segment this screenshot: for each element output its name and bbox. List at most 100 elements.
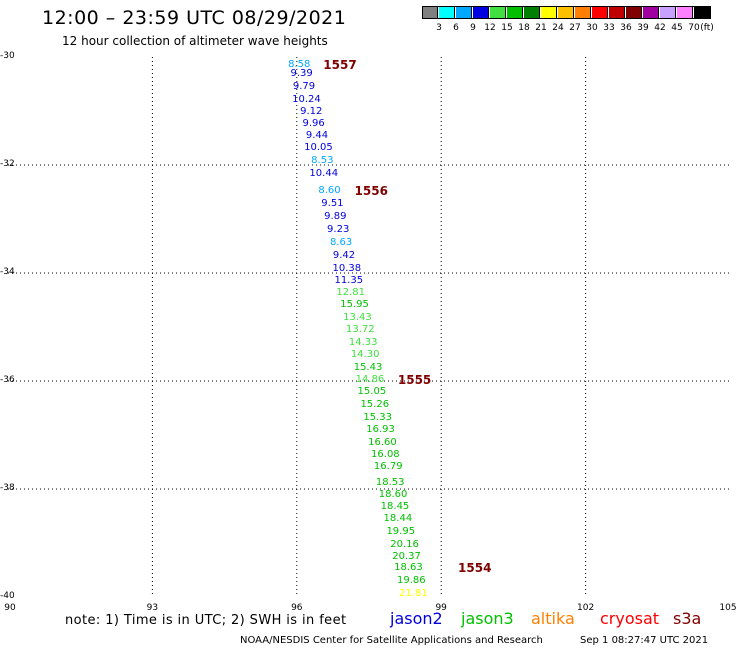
color-scale-label: 42	[654, 23, 666, 33]
color-scale-label: 24	[552, 23, 564, 33]
generated-timestamp: Sep 1 08:27:47 UTC 2021	[580, 635, 709, 646]
mission-legend-item: cryosat	[600, 609, 660, 628]
wave-height-value: 14.30	[350, 349, 380, 361]
y-tick-label: -30	[0, 51, 15, 61]
pass-number-label: 1556	[354, 183, 388, 198]
color-scale-label: 3	[436, 23, 442, 33]
wave-height-value: 18.60	[378, 488, 408, 500]
color-scale-label: 70	[688, 23, 700, 33]
wave-height-value: 9.44	[305, 129, 329, 141]
wave-height-value: 20.37	[392, 551, 421, 563]
color-scale-label: 27	[569, 23, 581, 33]
color-scale-swatch	[473, 6, 489, 19]
color-scale-swatch	[490, 6, 506, 19]
wave-height-value: 10.05	[304, 142, 333, 154]
color-scale-label: 21	[535, 23, 547, 33]
mission-legend-item: s3a	[673, 609, 702, 628]
wave-height-value: 9.96	[302, 117, 325, 129]
color-scale-swatch	[541, 6, 557, 19]
wave-height-value: 13.43	[343, 311, 372, 323]
wave-height-value: 16.93	[366, 424, 395, 436]
color-scale-swatch	[643, 6, 659, 19]
wave-height-value: 18.63	[394, 561, 423, 573]
color-scale-label: 36	[620, 23, 632, 33]
wave-height-value: 10.24	[292, 93, 321, 105]
wave-height-value: 15.43	[353, 361, 383, 373]
wave-height-value: 11.35	[334, 275, 364, 287]
wave-height-value: 18.53	[375, 476, 405, 488]
x-tick-label: 90	[4, 603, 16, 613]
color-scale-label: 45	[671, 23, 683, 33]
color-scale-label: 6	[453, 23, 459, 33]
y-tick-label: -38	[0, 483, 15, 493]
wave-height-value: 8.58	[288, 59, 311, 71]
credit-line: NOAA/NESDIS Center for Satellite Applica…	[240, 635, 543, 646]
wave-height-value: 9.79	[292, 81, 316, 93]
wave-height-value: 21.81	[398, 588, 428, 600]
wave-height-value: 9.89	[324, 211, 347, 223]
wave-height-value: 16.79	[373, 461, 403, 473]
wave-height-value: 19.95	[386, 526, 416, 538]
color-scale-label: 33	[603, 23, 615, 33]
y-tick-label: -32	[0, 159, 15, 169]
wave-height-value: 16.60	[368, 436, 397, 448]
page-title: 12:00 – 23:59 UTC 08/29/2021	[42, 7, 347, 29]
wave-height-value: 8.53	[311, 155, 334, 167]
color-scale-label: 39	[637, 23, 649, 33]
pass-number-label: 1555	[397, 372, 432, 387]
wave-height-value: 15.05	[357, 386, 387, 398]
color-scale-swatch	[575, 6, 591, 19]
wave-height-value: 16.08	[371, 448, 400, 460]
color-scale-swatch	[524, 6, 540, 19]
wave-height-value: 9.42	[332, 250, 356, 262]
x-tick-label: 105	[719, 603, 737, 613]
footnote: note: 1) Time is in UTC; 2) SWH is in fe…	[65, 613, 347, 628]
pass-number-label: 1554	[458, 560, 492, 575]
mission-legend-item: jason3	[461, 609, 514, 628]
wave-height-value: 9.51	[321, 198, 344, 210]
wave-height-value: 10.44	[309, 167, 339, 179]
wave-height-value: 18.44	[383, 513, 413, 525]
wave-height-value: 14.86	[355, 373, 385, 385]
x-tick-label: 96	[291, 603, 303, 613]
color-scale-label: 30	[586, 23, 598, 33]
color-scale-label: 12	[484, 23, 496, 33]
wave-height-value: 9.39	[290, 68, 313, 80]
wave-height-value: 9.23	[327, 224, 350, 236]
color-scale-swatch	[694, 6, 710, 19]
color-scale-swatch	[456, 6, 472, 19]
wave-height-value: 9.12	[300, 106, 323, 118]
wave-height-value: 20.16	[390, 538, 419, 550]
color-scale-swatch	[592, 6, 608, 19]
mission-legend-item: altika	[531, 609, 575, 628]
color-scale-label: 9	[470, 23, 476, 33]
wave-height-value: 13.72	[346, 324, 375, 336]
color-scale-label: 18	[518, 23, 530, 33]
color-scale-swatch	[609, 6, 625, 19]
color-scale-border	[422, 6, 711, 19]
color-scale-swatch	[677, 6, 693, 19]
y-tick-label: -34	[0, 267, 15, 277]
wave-height-value: 18.45	[380, 501, 410, 513]
color-scale-swatch	[422, 6, 438, 19]
wave-height-value: 19.86	[397, 574, 426, 586]
mission-legend-item: jason2	[390, 609, 443, 628]
wave-height-value: 15.33	[363, 411, 392, 423]
y-tick-label: -40	[0, 591, 15, 601]
wave-height-value: 15.26	[360, 398, 390, 410]
color-scale-swatch	[507, 6, 523, 19]
wave-height-value: 15.95	[340, 299, 369, 311]
x-tick-label: 93	[146, 603, 159, 613]
wave-height-value: 8.60	[318, 184, 341, 196]
x-tick-label: 99	[435, 603, 447, 613]
color-scale-swatch	[626, 6, 642, 19]
wave-height-value: 8.63	[329, 237, 353, 249]
color-scale-swatch	[558, 6, 574, 19]
x-tick-label: 102	[577, 603, 595, 613]
wave-height-value: 10.38	[332, 263, 362, 275]
pass-number-label: 1557	[323, 58, 357, 73]
wave-height-value: 12.81	[336, 286, 366, 298]
color-scale-swatch	[439, 6, 455, 19]
color-scale-unit: (ft)	[700, 23, 714, 33]
page-subtitle: 12 hour collection of altimeter wave hei…	[62, 34, 328, 48]
